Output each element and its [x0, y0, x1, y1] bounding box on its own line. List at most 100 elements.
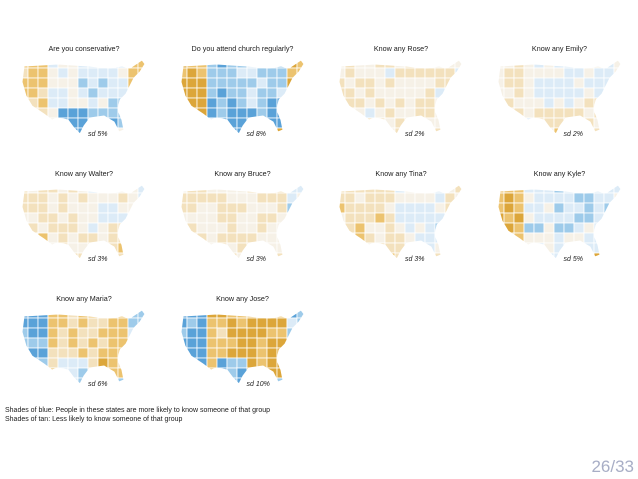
state-west [344, 202, 356, 214]
state-northeast [454, 77, 462, 89]
state-midwest [107, 77, 119, 89]
state-mountain [216, 67, 227, 79]
state-west [186, 60, 197, 69]
state-west [344, 67, 356, 79]
state-west [513, 97, 524, 109]
state-northeast [444, 222, 456, 234]
state-midwest [77, 192, 89, 204]
state-mountain [67, 327, 79, 339]
state-south [414, 242, 426, 254]
state-west [22, 310, 29, 319]
state-northeast [613, 77, 621, 89]
state-west [186, 377, 197, 384]
state-northeast [296, 347, 304, 359]
sd-label: sd 3% [88, 256, 108, 263]
map-outline [179, 309, 305, 385]
state-mountain [384, 222, 396, 234]
state-mountain [523, 185, 534, 194]
state-mountain [47, 327, 59, 339]
state-midwest [236, 310, 247, 319]
state-mountain [384, 185, 396, 194]
state-west [354, 252, 366, 259]
state-midwest [117, 77, 129, 89]
state-west [196, 337, 207, 349]
state-mountain [57, 317, 69, 329]
state-midwest [87, 337, 99, 349]
state-texas [394, 232, 406, 244]
state-mountain [206, 317, 217, 329]
state-northeast [286, 337, 297, 349]
state-florida [444, 252, 456, 259]
sd-label: sd 5% [563, 256, 583, 263]
state-midwest [97, 327, 109, 339]
state-mountain [543, 60, 554, 69]
state-west [180, 232, 187, 244]
state-florida [117, 252, 129, 259]
state-midwest [97, 97, 109, 109]
state-west [497, 117, 504, 129]
state-midwest [266, 337, 277, 349]
state-texas [374, 252, 386, 259]
state-mountain [384, 67, 396, 79]
state-midwest [107, 87, 119, 99]
state-south [296, 242, 304, 254]
state-midwest [563, 87, 574, 99]
state-mountain [533, 77, 544, 89]
state-midwest [107, 67, 119, 79]
state-mountain [523, 232, 534, 244]
state-mountain [206, 377, 217, 384]
state-west [344, 252, 356, 259]
state-florida [127, 377, 139, 384]
state-west [37, 310, 49, 319]
state-mountain [374, 97, 386, 109]
state-northeast [286, 222, 297, 234]
map-outline [21, 59, 146, 135]
state-south [404, 232, 416, 244]
state-midwest [97, 60, 109, 69]
state-mountain [543, 87, 554, 99]
state-midwest [394, 202, 406, 214]
state-west [27, 185, 39, 194]
state-mountain [543, 67, 554, 79]
state-midwest [563, 67, 574, 79]
state-mountain [47, 357, 59, 369]
state-west [27, 117, 39, 129]
state-northeast [296, 87, 304, 99]
state-south [613, 117, 621, 129]
state-northeast [444, 97, 456, 109]
state-florida [107, 252, 119, 259]
state-texas [216, 377, 227, 384]
state-midwest [236, 97, 247, 109]
state-west [37, 127, 49, 134]
state-south [107, 97, 119, 109]
state-northeast [137, 347, 145, 359]
map-panel: Are you conservative? sd 5% [9, 44, 159, 144]
state-midwest [97, 222, 109, 234]
state-west [180, 97, 187, 109]
state-texas [67, 357, 79, 369]
state-south [296, 117, 304, 129]
state-mountain [374, 192, 386, 204]
state-midwest [434, 202, 446, 214]
state-texas [533, 232, 544, 244]
map-title: Know any Maria? [56, 294, 112, 303]
state-northeast [127, 87, 139, 99]
state-mountain [364, 87, 376, 99]
state-west [180, 347, 187, 359]
state-florida [117, 377, 129, 384]
state-mountain [206, 67, 217, 79]
state-midwest [394, 60, 406, 69]
state-texas [67, 377, 79, 384]
state-west [180, 185, 187, 194]
state-west [186, 202, 197, 214]
state-mountain [216, 185, 227, 194]
state-west [354, 97, 366, 109]
state-midwest [553, 212, 564, 224]
state-midwest [236, 212, 247, 224]
state-south [444, 107, 456, 119]
state-west [37, 242, 49, 254]
state-northeast [127, 347, 139, 359]
state-texas [57, 377, 69, 384]
state-texas [543, 232, 554, 244]
state-florida [603, 252, 614, 259]
